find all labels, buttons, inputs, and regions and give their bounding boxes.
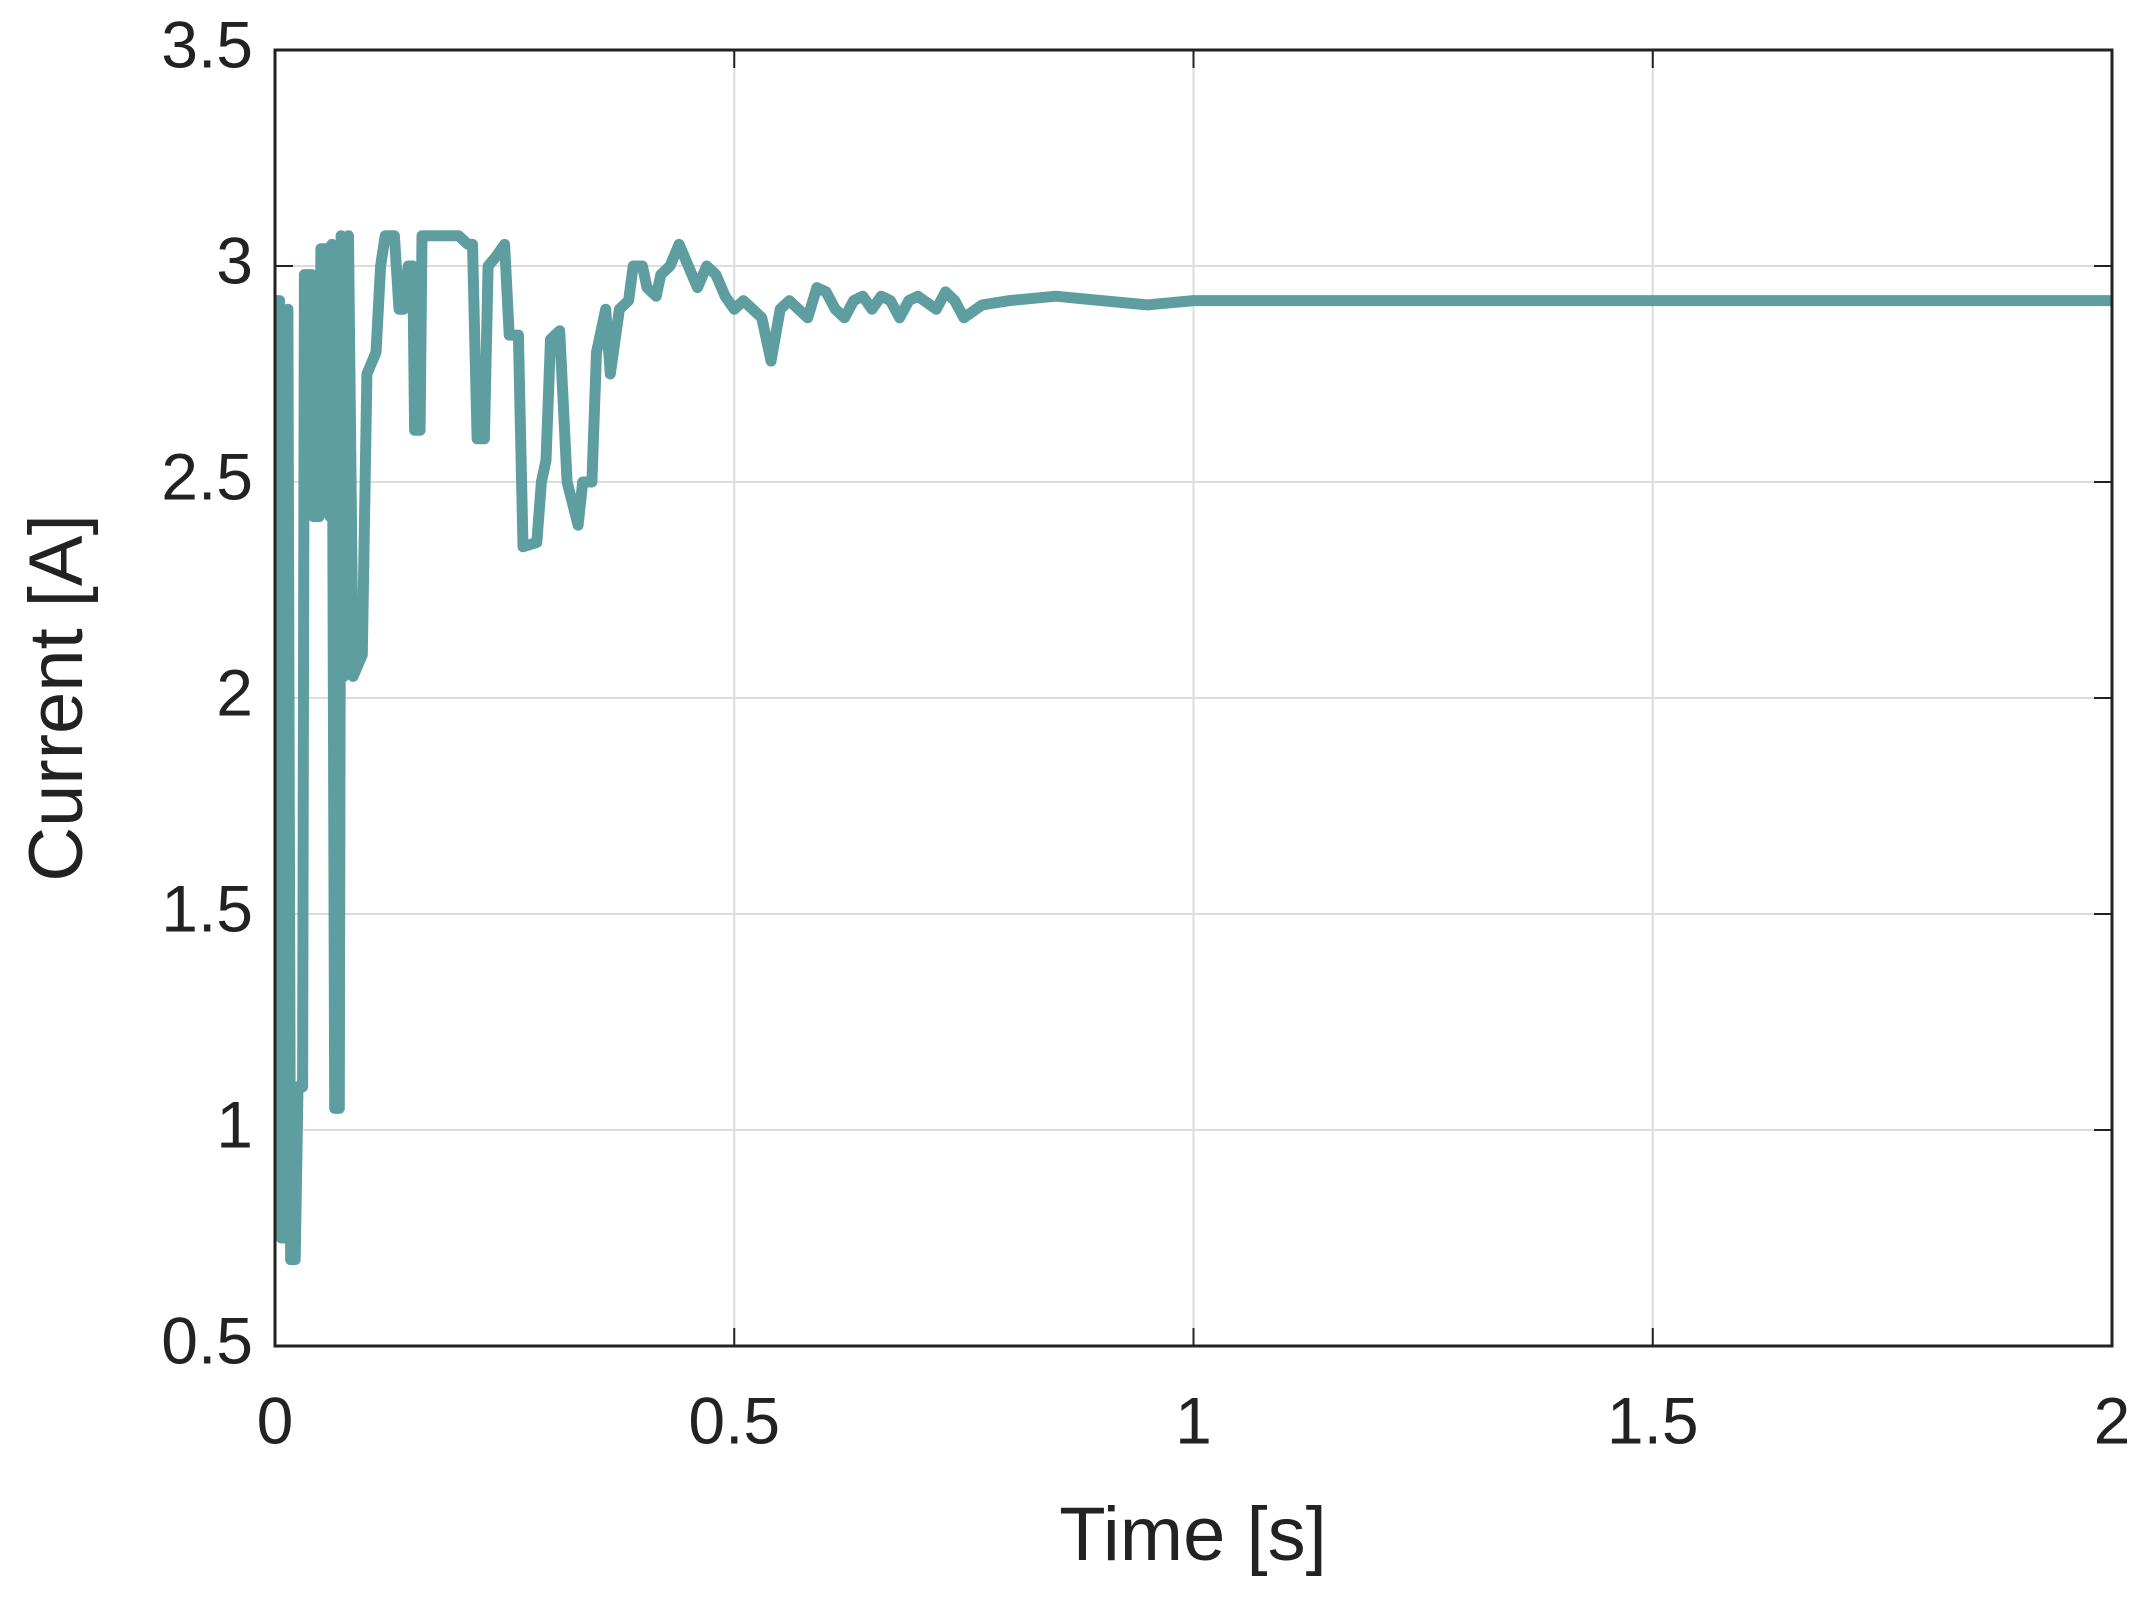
y-tick-label: 2 bbox=[216, 655, 253, 729]
y-tick-label: 2.5 bbox=[161, 439, 253, 513]
x-tick-label: 1.5 bbox=[1607, 1383, 1699, 1457]
x-tick-label: 0 bbox=[257, 1383, 294, 1457]
plot-frame bbox=[273, 48, 2114, 1348]
x-tick-label: 1 bbox=[1175, 1383, 1212, 1457]
x-axis-label: Time [s] bbox=[1059, 1492, 1326, 1577]
x-tick-label: 0.5 bbox=[688, 1383, 780, 1457]
y-tick-label: 0.5 bbox=[161, 1303, 253, 1377]
y-tick-label: 1.5 bbox=[161, 871, 253, 945]
y-tick-label: 1 bbox=[216, 1087, 253, 1161]
y-tick-label: 3.5 bbox=[161, 7, 253, 81]
x-tick-label: 2 bbox=[2094, 1383, 2131, 1457]
y-axis-label: Current [A] bbox=[14, 514, 99, 881]
y-tick-label: 3 bbox=[216, 223, 253, 297]
data-line bbox=[274, 230, 2112, 1266]
